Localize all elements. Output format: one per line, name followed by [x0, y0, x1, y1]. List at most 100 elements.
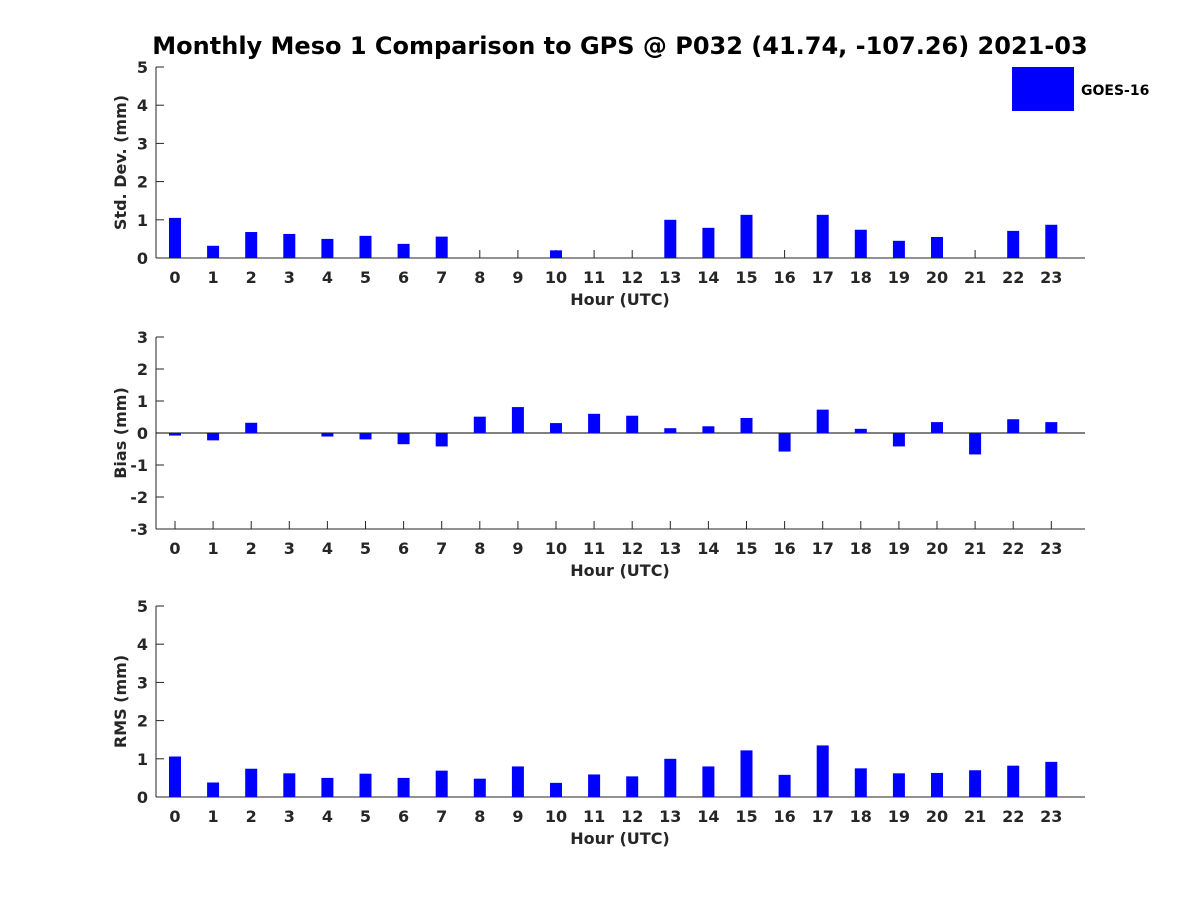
bias-x-tick-label: 15: [735, 539, 757, 558]
bias-x-tick-label: 2: [246, 539, 257, 558]
rms-x-tick-label: 22: [1002, 807, 1024, 826]
bias-bar-hour-15: [740, 417, 753, 433]
std-x-tick-label: 14: [697, 268, 719, 287]
std-x-tick-label: 19: [888, 268, 910, 287]
std-bar-hour-18: [854, 229, 867, 258]
rms-bar-hour-12: [626, 776, 639, 797]
std-bar-hour-1: [207, 245, 220, 258]
std-x-tick-label: 0: [169, 268, 180, 287]
std-x-tick-label: 11: [583, 268, 605, 287]
std-x-tick-label: 22: [1002, 268, 1024, 287]
rms-x-tick-label: 7: [436, 807, 447, 826]
std-bar-hour-19: [892, 240, 905, 258]
rms-bar-hour-15: [740, 750, 753, 797]
rms-bar-hour-7: [435, 770, 448, 797]
bias-x-tick-label: 19: [888, 539, 910, 558]
bias-y-tick-label: 1: [137, 392, 148, 411]
rms-bar-hour-21: [969, 770, 982, 797]
bias-bar-hour-11: [588, 413, 601, 433]
std-x-tick-label: 13: [659, 268, 681, 287]
bias-x-tick-label: 20: [926, 539, 948, 558]
rms-bar-hour-14: [702, 766, 715, 797]
bias-bar-hour-10: [550, 423, 562, 433]
bias-y-tick-label: -3: [130, 520, 148, 539]
bias-bar-hour-17: [816, 409, 829, 433]
std-bar-hour-17: [816, 214, 829, 258]
rms-x-tick-label: 12: [621, 807, 643, 826]
std-bar-hour-4: [321, 238, 334, 258]
std-x-tick-label: 15: [735, 268, 757, 287]
bias-x-tick-label: 13: [659, 539, 681, 558]
std-x-tick-label: 1: [208, 268, 219, 287]
rms-bar-hour-22: [1007, 765, 1020, 797]
rms-x-tick-label: 20: [926, 807, 948, 826]
std-y-tick-label: 4: [137, 96, 148, 115]
bias-bar-hour-21: [969, 433, 982, 455]
std-bar-hour-20: [931, 236, 943, 258]
bias-bar-hour-13: [664, 428, 677, 433]
rms-x-tick-label: 1: [208, 807, 219, 826]
std-x-tick-label: 12: [621, 268, 643, 287]
rms-bar-hour-11: [588, 774, 601, 797]
bias-x-tick-label: 18: [850, 539, 872, 558]
bias-x-tick-label: 0: [169, 539, 180, 558]
std-x-tick-label: 6: [398, 268, 409, 287]
rms-x-tick-label: 5: [360, 807, 371, 826]
rms-x-tick-label: 6: [398, 807, 409, 826]
std-bar-hour-3: [283, 233, 296, 258]
rms-bar-hour-10: [550, 782, 562, 797]
bias-bar-hour-19: [892, 433, 905, 447]
rms-bar-hour-23: [1045, 761, 1058, 797]
bias-x-tick-label: 9: [512, 539, 523, 558]
std-y-label: Std. Dev. (mm): [111, 95, 130, 230]
rms-y-tick-label: 2: [137, 712, 148, 731]
bias-bar-hour-20: [931, 422, 943, 433]
rms-x-tick-label: 23: [1040, 807, 1062, 826]
rms-bar-hour-1: [207, 782, 220, 797]
bias-x-tick-label: 14: [697, 539, 719, 558]
legend: GOES-16: [1012, 67, 1149, 111]
std-bar-hour-22: [1007, 230, 1020, 258]
rms-x-label: Hour (UTC): [570, 829, 670, 848]
std-x-tick-label: 3: [284, 268, 295, 287]
legend-swatch: [1012, 67, 1074, 111]
bias-x-tick-label: 12: [621, 539, 643, 558]
bias-y-tick-label: 3: [137, 328, 148, 347]
std-y-tick-label: 0: [137, 249, 148, 268]
rms-x-tick-label: 3: [284, 807, 295, 826]
rms-bar-hour-0: [169, 756, 181, 797]
bias-x-tick-label: 16: [773, 539, 795, 558]
chart-title: Monthly Meso 1 Comparison to GPS @ P032 …: [152, 32, 1087, 60]
std-bar-hour-13: [664, 219, 677, 258]
bias-bar-hour-8: [473, 416, 486, 433]
bias-x-tick-label: 11: [583, 539, 605, 558]
rms-y-tick-label: 1: [137, 750, 148, 769]
std-x-tick-label: 8: [474, 268, 485, 287]
bias-x-tick-label: 4: [322, 539, 333, 558]
rms-bar-hour-3: [283, 773, 296, 797]
bias-y-label: Bias (mm): [111, 387, 130, 479]
rms-x-tick-label: 10: [545, 807, 567, 826]
std-y-tick-label: 2: [137, 173, 148, 192]
bias-bar-hour-2: [245, 422, 258, 433]
std-x-tick-label: 20: [926, 268, 948, 287]
rms-bar-hour-18: [854, 768, 867, 797]
rms-y-tick-label: 3: [137, 673, 148, 692]
bias-x-label: Hour (UTC): [570, 561, 670, 580]
rms-bar-hour-8: [473, 778, 486, 797]
std-bar-hour-23: [1045, 224, 1058, 258]
bias-bar-hour-18: [854, 428, 867, 433]
std-bar-hour-0: [169, 217, 181, 258]
rms-x-tick-label: 8: [474, 807, 485, 826]
bias-bar-hour-22: [1007, 419, 1020, 433]
bias-bar-hour-1: [207, 433, 220, 441]
legend-label: GOES-16: [1081, 83, 1149, 99]
std-y-tick-label: 3: [137, 134, 148, 153]
bias-y-tick-label: 0: [137, 424, 148, 443]
rms-y-tick-label: 4: [137, 635, 148, 654]
std-bar-hour-15: [740, 214, 753, 258]
std-bar-hour-6: [397, 243, 410, 258]
